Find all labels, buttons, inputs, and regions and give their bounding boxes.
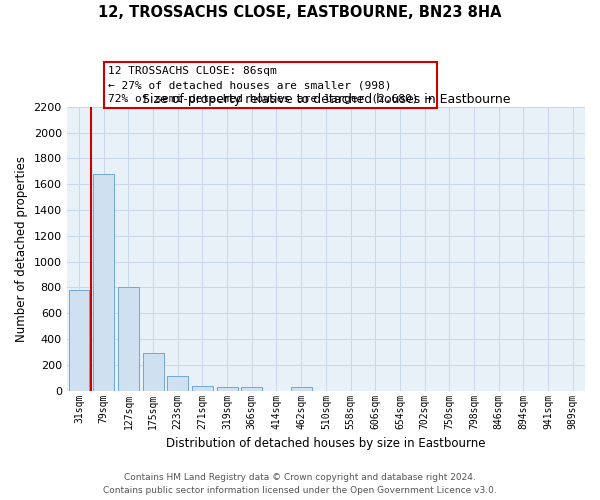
Bar — [68, 290, 89, 390]
Bar — [192, 386, 213, 390]
Text: Contains HM Land Registry data © Crown copyright and database right 2024.
Contai: Contains HM Land Registry data © Crown c… — [103, 474, 497, 495]
Bar — [241, 387, 262, 390]
Y-axis label: Number of detached properties: Number of detached properties — [15, 156, 28, 342]
Bar — [118, 288, 139, 391]
Title: Size of property relative to detached houses in Eastbourne: Size of property relative to detached ho… — [142, 92, 510, 106]
X-axis label: Distribution of detached houses by size in Eastbourne: Distribution of detached houses by size … — [166, 437, 485, 450]
Bar — [93, 174, 114, 390]
Bar — [143, 352, 164, 391]
Bar — [217, 387, 238, 390]
Text: 12, TROSSACHS CLOSE, EASTBOURNE, BN23 8HA: 12, TROSSACHS CLOSE, EASTBOURNE, BN23 8H… — [98, 5, 502, 20]
Text: 12 TROSSACHS CLOSE: 86sqm
← 27% of detached houses are smaller (998)
72% of semi: 12 TROSSACHS CLOSE: 86sqm ← 27% of detac… — [108, 66, 432, 104]
Bar — [167, 376, 188, 390]
Bar — [290, 388, 311, 390]
